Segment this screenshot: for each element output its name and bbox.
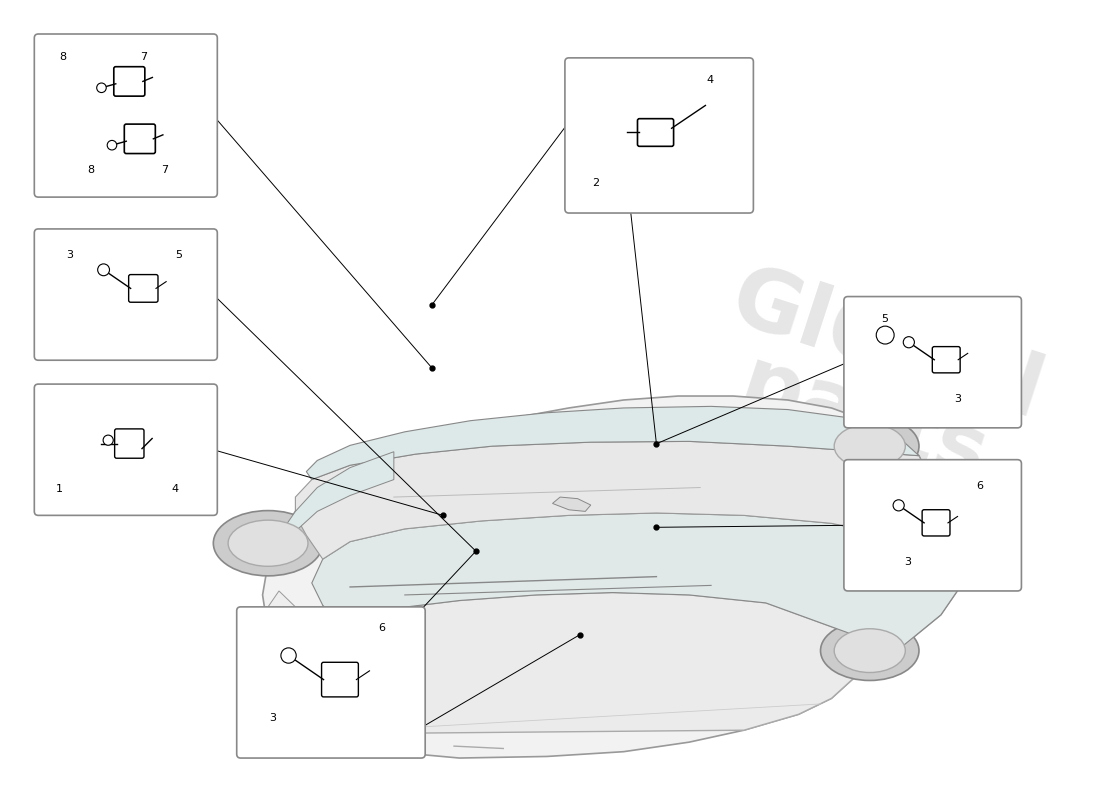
Text: 3: 3 [270,714,277,723]
FancyBboxPatch shape [124,124,155,154]
Ellipse shape [268,654,421,734]
Circle shape [893,500,904,511]
Text: 7: 7 [161,165,168,175]
Text: a passion for parts since 1985: a passion for parts since 1985 [576,520,780,598]
Circle shape [877,326,894,344]
FancyBboxPatch shape [34,229,218,360]
Circle shape [98,264,110,276]
FancyBboxPatch shape [565,58,754,213]
FancyBboxPatch shape [844,297,1022,428]
Text: 5: 5 [882,314,889,324]
Polygon shape [268,452,394,563]
FancyBboxPatch shape [321,662,359,697]
Circle shape [103,435,113,446]
Polygon shape [306,406,918,479]
FancyBboxPatch shape [129,274,158,302]
FancyBboxPatch shape [638,118,673,146]
FancyBboxPatch shape [922,510,950,536]
Polygon shape [296,442,962,559]
Text: GlObal
parts: GlObal parts [697,258,1054,510]
Polygon shape [311,513,962,650]
FancyBboxPatch shape [34,384,218,515]
FancyBboxPatch shape [933,346,960,373]
Ellipse shape [228,520,308,566]
FancyBboxPatch shape [114,429,144,458]
Ellipse shape [834,424,905,468]
Text: 4: 4 [172,484,178,494]
Text: 6: 6 [378,623,385,633]
Polygon shape [263,396,962,758]
Text: 4: 4 [706,74,713,85]
Text: 6: 6 [977,481,983,491]
Text: 5: 5 [175,250,182,260]
Text: 8: 8 [87,165,95,175]
FancyBboxPatch shape [236,607,426,758]
Ellipse shape [821,621,918,681]
Text: 3: 3 [955,394,961,404]
Text: 1: 1 [56,484,63,494]
Text: 2: 2 [593,178,600,187]
Polygon shape [268,591,322,734]
Text: 8: 8 [59,51,66,62]
Ellipse shape [213,510,322,576]
Ellipse shape [821,416,918,476]
Text: 3: 3 [904,558,911,567]
Circle shape [97,83,107,93]
Text: 3: 3 [66,250,74,260]
Circle shape [280,648,296,663]
Polygon shape [552,497,591,511]
Text: 7: 7 [140,51,147,62]
Circle shape [903,337,914,348]
FancyBboxPatch shape [34,34,218,197]
Polygon shape [268,593,898,734]
Ellipse shape [290,666,399,723]
Circle shape [107,141,117,150]
FancyBboxPatch shape [844,460,1022,591]
FancyBboxPatch shape [113,66,145,96]
Ellipse shape [834,629,905,673]
